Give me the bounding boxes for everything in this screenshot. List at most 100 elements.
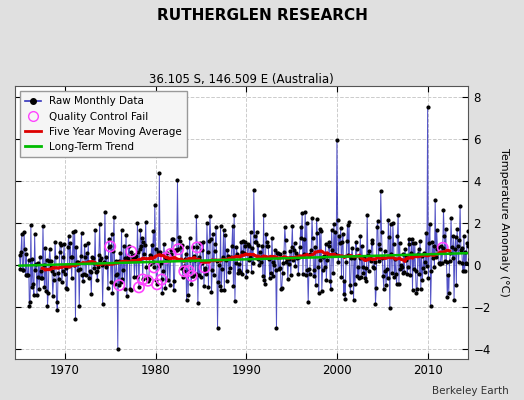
Point — [119, 242, 128, 249]
Point — [146, 252, 155, 258]
Point — [237, 249, 246, 255]
Point — [95, 252, 103, 258]
Point — [168, 236, 177, 242]
Point — [267, 270, 276, 276]
Point — [384, 217, 392, 223]
Point — [416, 238, 424, 244]
Point — [400, 269, 408, 276]
Point — [317, 228, 325, 234]
Point — [365, 248, 374, 255]
Point — [189, 273, 198, 279]
Point — [396, 240, 404, 246]
Point — [330, 221, 338, 228]
Point — [296, 244, 304, 250]
Point — [442, 259, 451, 266]
Point — [66, 240, 74, 246]
Point — [239, 237, 247, 244]
Point — [172, 247, 181, 254]
Point — [308, 215, 316, 221]
Point — [131, 254, 139, 261]
Point — [338, 239, 346, 246]
Point — [439, 207, 447, 214]
Point — [144, 278, 152, 284]
Point — [326, 278, 334, 284]
Point — [324, 251, 332, 258]
Point — [229, 282, 237, 289]
Point — [235, 261, 243, 267]
Point — [84, 240, 93, 246]
Point — [294, 271, 302, 277]
Point — [179, 263, 188, 269]
Point — [316, 256, 324, 263]
Point — [29, 281, 37, 288]
Point — [285, 255, 293, 262]
Point — [431, 196, 439, 203]
Point — [21, 272, 30, 278]
Point — [312, 282, 320, 288]
Point — [447, 244, 456, 250]
Point — [222, 256, 230, 263]
Point — [297, 234, 305, 241]
Point — [226, 265, 235, 271]
Point — [415, 270, 423, 277]
Point — [263, 242, 271, 249]
Point — [60, 241, 68, 247]
Point — [406, 272, 414, 278]
Point — [104, 284, 112, 291]
Point — [219, 254, 227, 260]
Point — [290, 246, 298, 253]
Point — [465, 261, 473, 267]
Point — [115, 282, 124, 288]
Point — [259, 273, 267, 279]
Point — [446, 250, 454, 256]
Point — [333, 217, 342, 223]
Point — [19, 267, 27, 274]
Point — [394, 212, 402, 218]
Y-axis label: Temperature Anomaly (°C): Temperature Anomaly (°C) — [499, 148, 509, 297]
Point — [379, 272, 387, 279]
Point — [82, 272, 90, 278]
Point — [286, 248, 294, 254]
Point — [336, 240, 344, 246]
Point — [200, 282, 208, 289]
Point — [456, 202, 464, 209]
Point — [402, 257, 411, 263]
Point — [201, 264, 209, 271]
Point — [443, 293, 452, 300]
Point — [20, 246, 29, 252]
Point — [54, 270, 62, 276]
Point — [212, 224, 220, 230]
Point — [188, 273, 196, 279]
Point — [92, 269, 100, 276]
Point — [167, 251, 175, 257]
Point — [449, 233, 457, 239]
Point — [176, 238, 184, 244]
Point — [20, 229, 28, 236]
Point — [353, 245, 361, 252]
Point — [150, 202, 159, 208]
Point — [126, 285, 134, 292]
Point — [408, 286, 417, 293]
Point — [79, 278, 87, 284]
Point — [423, 263, 431, 270]
Point — [428, 239, 436, 245]
Point — [198, 260, 206, 266]
Legend: Raw Monthly Data, Quality Control Fail, Five Year Moving Average, Long-Term Tren: Raw Monthly Data, Quality Control Fail, … — [20, 91, 188, 157]
Point — [204, 284, 213, 290]
Point — [125, 243, 133, 249]
Point — [160, 240, 168, 247]
Point — [377, 229, 386, 235]
Point — [43, 303, 52, 309]
Point — [248, 244, 256, 251]
Point — [401, 253, 410, 259]
Point — [407, 250, 415, 256]
Point — [165, 257, 173, 264]
Point — [464, 228, 473, 234]
Point — [133, 274, 141, 280]
Point — [121, 285, 129, 292]
Point — [266, 274, 274, 281]
Point — [54, 276, 63, 282]
Point — [427, 268, 435, 274]
Point — [280, 248, 288, 255]
Point — [175, 234, 183, 240]
